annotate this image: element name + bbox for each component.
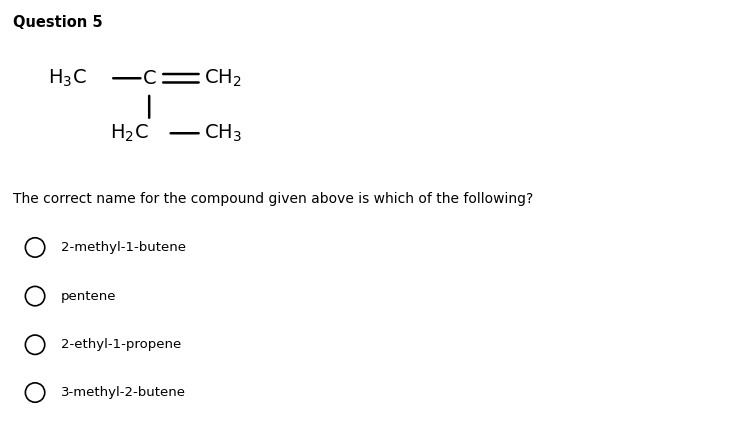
Text: 3-methyl-2-butene: 3-methyl-2-butene [61, 386, 186, 399]
Text: CH$_2$: CH$_2$ [204, 68, 242, 89]
Text: H$_3$C: H$_3$C [48, 68, 87, 89]
Text: pentene: pentene [61, 290, 116, 302]
Text: CH$_3$: CH$_3$ [204, 123, 242, 144]
Text: The correct name for the compound given above is which of the following?: The correct name for the compound given … [13, 192, 533, 206]
Text: H$_2$C: H$_2$C [110, 123, 149, 144]
Text: 2-ethyl-1-propene: 2-ethyl-1-propene [61, 338, 181, 351]
Text: 2-methyl-1-butene: 2-methyl-1-butene [61, 241, 186, 254]
Text: C: C [142, 69, 156, 88]
Text: Question 5: Question 5 [13, 15, 103, 30]
